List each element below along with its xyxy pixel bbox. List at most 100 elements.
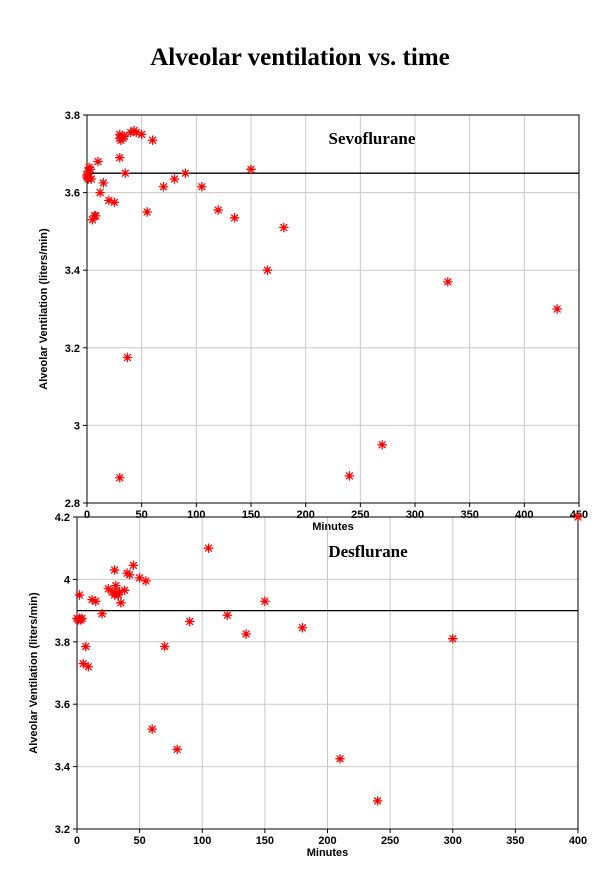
des-data-point xyxy=(90,596,101,607)
des-data-point xyxy=(447,633,458,644)
sevo-data-point xyxy=(90,211,101,221)
des-data-point xyxy=(222,610,233,621)
sevo-data-point xyxy=(120,168,131,179)
sevo-data-point xyxy=(86,174,97,184)
sevo-data-point xyxy=(98,178,109,188)
des-data-point xyxy=(110,580,121,591)
sevo-data-point xyxy=(169,174,180,184)
sevo-x-axis-label: Minutes xyxy=(312,521,354,533)
sevo-data-point xyxy=(131,127,142,138)
sevo-data-point xyxy=(442,276,453,287)
sevo-x-tick-label: 150 xyxy=(242,509,260,521)
sevo-x-tick-label: 100 xyxy=(187,509,205,521)
des-y-tick-label: 4.2 xyxy=(55,512,70,524)
sevo-data-point xyxy=(136,129,147,140)
sevo-y-tick-label: 3.2 xyxy=(65,343,80,355)
des-y-tick-label: 3.8 xyxy=(55,637,70,649)
des-data-point xyxy=(141,576,151,586)
des-x-tick-label: 200 xyxy=(318,835,336,847)
sevo-x-tick-label: 400 xyxy=(515,509,533,521)
sevo-x-tick-label: 50 xyxy=(136,509,148,521)
des-data-point xyxy=(74,590,85,600)
des-data-point xyxy=(297,622,308,633)
des-x-tick-label: 400 xyxy=(569,835,587,847)
des-x-tick-label: 100 xyxy=(193,835,211,847)
des-data-point xyxy=(114,587,125,597)
sevo-x-tick-label: 350 xyxy=(460,509,478,521)
des-data-point xyxy=(97,608,107,619)
des-data-point xyxy=(78,658,89,669)
sevo-y-tick-label: 3 xyxy=(74,420,80,432)
sevo-data-point xyxy=(196,181,207,192)
des-y-tick-label: 3.2 xyxy=(55,824,70,836)
sevo-data-point xyxy=(122,352,133,363)
sevo-plot-frame xyxy=(86,114,580,504)
des-x-tick-label: 50 xyxy=(134,835,146,847)
sevo-data-point xyxy=(125,127,136,138)
des-x-tick-label: 300 xyxy=(444,835,462,847)
des-data-point xyxy=(203,543,214,554)
des-data-point xyxy=(103,583,114,594)
sevo-data-point xyxy=(229,212,240,223)
des-data-point xyxy=(113,590,124,600)
des-data-point xyxy=(147,724,157,735)
sevo-data-point xyxy=(552,304,562,314)
sevo-data-point xyxy=(213,205,224,215)
sevo-x-tick-label: 0 xyxy=(84,509,90,521)
des-data-point xyxy=(124,569,135,580)
des-data-point xyxy=(109,565,120,575)
des-data-point xyxy=(122,568,132,579)
des-data-point xyxy=(128,560,139,571)
des-y-tick-label: 3.4 xyxy=(55,762,71,774)
sevo-data-point xyxy=(85,164,96,175)
figure-title: Alveolar ventilation vs. time xyxy=(150,44,450,71)
sevo-data-point xyxy=(147,135,158,146)
des-x-tick-label: 0 xyxy=(74,835,80,847)
des-x-tick-label: 150 xyxy=(256,835,274,847)
des-data-point xyxy=(80,641,91,652)
des-data-point xyxy=(83,661,94,672)
des-data-point xyxy=(87,594,97,605)
des-data-point xyxy=(335,753,345,764)
des-data-point xyxy=(134,572,145,583)
sevo-y-tick-label: 3.6 xyxy=(65,188,80,200)
sevo-data-point xyxy=(246,164,256,175)
sevo-y-tick-label: 3.4 xyxy=(65,265,81,277)
sevo-x-tick-label: 450 xyxy=(570,509,588,521)
des-data-point xyxy=(172,744,183,755)
sevo-data-point xyxy=(142,207,152,217)
des-y-tick-label: 3.6 xyxy=(55,699,70,711)
sevo-data-point xyxy=(119,131,130,142)
sevo-data-point xyxy=(114,472,125,483)
sevo-data-point xyxy=(377,439,388,450)
des-x-axis-label: Minutes xyxy=(307,847,349,859)
sevo-y-tick-label: 2.8 xyxy=(65,498,80,510)
sevo-data-point xyxy=(114,152,125,163)
des-y-tick-label: 4 xyxy=(64,574,71,586)
des-data-point xyxy=(159,641,170,652)
des-data-point xyxy=(119,585,130,596)
des-data-point xyxy=(115,597,126,608)
sevo-data-point xyxy=(262,265,273,276)
des-x-tick-label: 350 xyxy=(506,835,524,847)
sevo-data-point xyxy=(93,156,103,167)
sevo-x-tick-label: 250 xyxy=(351,509,369,521)
des-chart-title: Desflurane xyxy=(328,542,408,561)
sevo-chart-title: Sevoflurane xyxy=(329,129,416,148)
sevo-x-tick-label: 300 xyxy=(406,509,424,521)
sevo-data-point xyxy=(95,187,105,198)
sevo-data-point xyxy=(344,470,355,481)
des-y-axis-label: Alveolar Ventilation (liters/min) xyxy=(28,592,40,754)
sevo-data-point xyxy=(180,168,191,179)
sevo-data-point xyxy=(104,195,114,206)
des-data-point xyxy=(241,629,251,639)
sevo-x-tick-label: 200 xyxy=(296,509,314,521)
des-data-point xyxy=(573,512,583,522)
des-x-tick-label: 250 xyxy=(381,835,399,847)
des-data-point xyxy=(372,796,383,806)
sevo-y-axis-label: Alveolar Ventilation (liters/min) xyxy=(38,228,50,390)
sevo-data-point xyxy=(109,197,120,208)
sevo-data-point xyxy=(278,222,289,233)
des-data-point xyxy=(184,616,195,627)
